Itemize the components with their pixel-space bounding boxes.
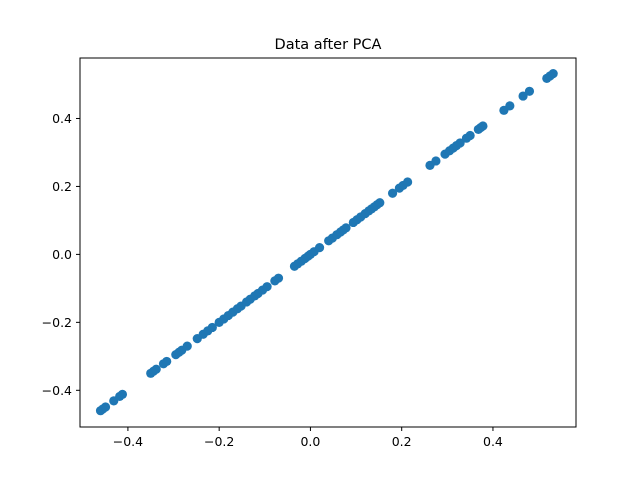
data-point [524, 86, 535, 96]
data-point [273, 273, 284, 283]
y-tick-label: 0.0 [52, 247, 72, 262]
data-point [262, 282, 272, 292]
x-tick-label: 0.0 [300, 434, 320, 449]
data-point [518, 91, 528, 101]
y-tick-label: −0.4 [42, 383, 72, 398]
data-point [100, 402, 111, 412]
data-point [403, 177, 413, 187]
x-tick-label: 0.4 [483, 434, 503, 449]
data-point [117, 389, 128, 399]
data-point [314, 243, 325, 253]
chart-title: Data after PCA [275, 37, 382, 53]
data-point [182, 341, 192, 351]
data-point [341, 223, 351, 233]
data-point [478, 121, 488, 131]
y-tick-label: 0.2 [52, 179, 72, 194]
y-tick-label: −0.2 [42, 315, 72, 330]
data-point [455, 138, 465, 148]
x-tick-label: −0.4 [113, 434, 143, 449]
x-tick-label: 0.2 [392, 434, 412, 449]
data-points [95, 69, 558, 416]
plot-frame [79, 57, 577, 428]
data-point [548, 69, 558, 79]
data-point [151, 364, 161, 374]
data-point [465, 130, 475, 141]
data-point [387, 188, 398, 198]
data-point [207, 322, 217, 333]
data-point [162, 356, 172, 367]
axes: −0.4 −0.2 0.0 0.2 0.4 −0.4 −0.2 0.0 0.2 0.4 [42, 57, 577, 449]
x-tick-label: −0.2 [204, 434, 234, 449]
data-point [505, 101, 515, 111]
y-tick-label: 0.4 [52, 111, 72, 126]
data-point [431, 156, 441, 166]
data-point [375, 198, 385, 208]
